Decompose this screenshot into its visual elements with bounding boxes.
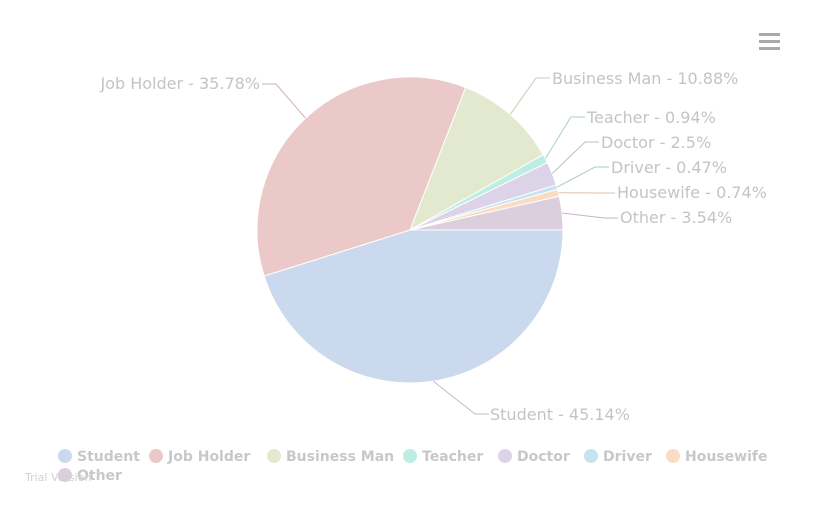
legend: Student Job Holder Business Man Teacher Doct…: [58, 449, 767, 484]
legend-item-job-holder[interactable]: Job Holder: [149, 449, 250, 465]
slice-label-other: Other - 3.54%: [620, 208, 732, 227]
legend-marker-teacher: [403, 449, 417, 463]
legend-label-business-man: Business Man: [286, 449, 394, 465]
leader-lines: [262, 77, 618, 415]
legend-item-business-man[interactable]: Business Man: [267, 449, 394, 465]
legend-label-other: Other: [77, 468, 122, 484]
pie-slice-student[interactable]: [263, 229, 564, 384]
legend-item-housewife[interactable]: Housewife: [666, 449, 767, 465]
slice-label-housewife: Housewife - 0.74%: [617, 183, 767, 202]
pie-slice-business-man[interactable]: [409, 86, 544, 232]
legend-label-housewife: Housewife: [685, 449, 767, 465]
legend-item-student[interactable]: Student: [58, 449, 140, 465]
legend-label-job-holder: Job Holder: [167, 449, 250, 465]
watermark: Trial Version: [24, 471, 91, 484]
slice-label-teacher: Teacher - 0.94%: [586, 108, 716, 127]
slice-label-job-holder: Job Holder - 35.78%: [99, 74, 260, 93]
leader-line-student: [432, 380, 489, 415]
legend-label-teacher: Teacher: [422, 449, 483, 465]
slice-label-student: Student - 45.14%: [490, 405, 630, 424]
leader-line-job-holder: [262, 83, 306, 119]
legend-label-doctor: Doctor: [517, 449, 570, 465]
legend-item-driver[interactable]: Driver: [584, 449, 652, 465]
legend-marker-business-man: [267, 449, 281, 463]
pie-slice-other[interactable]: [409, 195, 564, 231]
legend-label-student: Student: [77, 449, 140, 465]
leader-line-other: [561, 212, 618, 219]
legend-marker-job-holder: [149, 449, 163, 463]
leader-line-doctor: [551, 141, 599, 175]
pie-slices: [256, 76, 564, 384]
legend-marker-driver: [584, 449, 598, 463]
legend-marker-student: [58, 449, 72, 463]
legend-marker-other: [58, 468, 72, 482]
legend-label-driver: Driver: [603, 449, 652, 465]
leader-line-teacher: [544, 116, 585, 159]
slice-labels: Student - 45.14% Job Holder - 35.78% Busin…: [99, 69, 766, 424]
slice-label-driver: Driver - 0.47%: [611, 158, 727, 177]
slice-label-doctor: Doctor - 2.5%: [601, 133, 711, 152]
leader-line-business-man: [509, 77, 550, 115]
leader-line-driver: [556, 166, 609, 188]
legend-marker-housewife: [666, 449, 680, 463]
hamburger-menu-icon[interactable]: [756, 30, 792, 58]
slice-label-business-man: Business Man - 10.88%: [552, 69, 738, 88]
legend-item-doctor[interactable]: Doctor: [498, 449, 570, 465]
legend-item-teacher[interactable]: Teacher: [403, 449, 483, 465]
legend-item-other[interactable]: Other: [58, 468, 122, 484]
legend-marker-doctor: [498, 449, 512, 463]
